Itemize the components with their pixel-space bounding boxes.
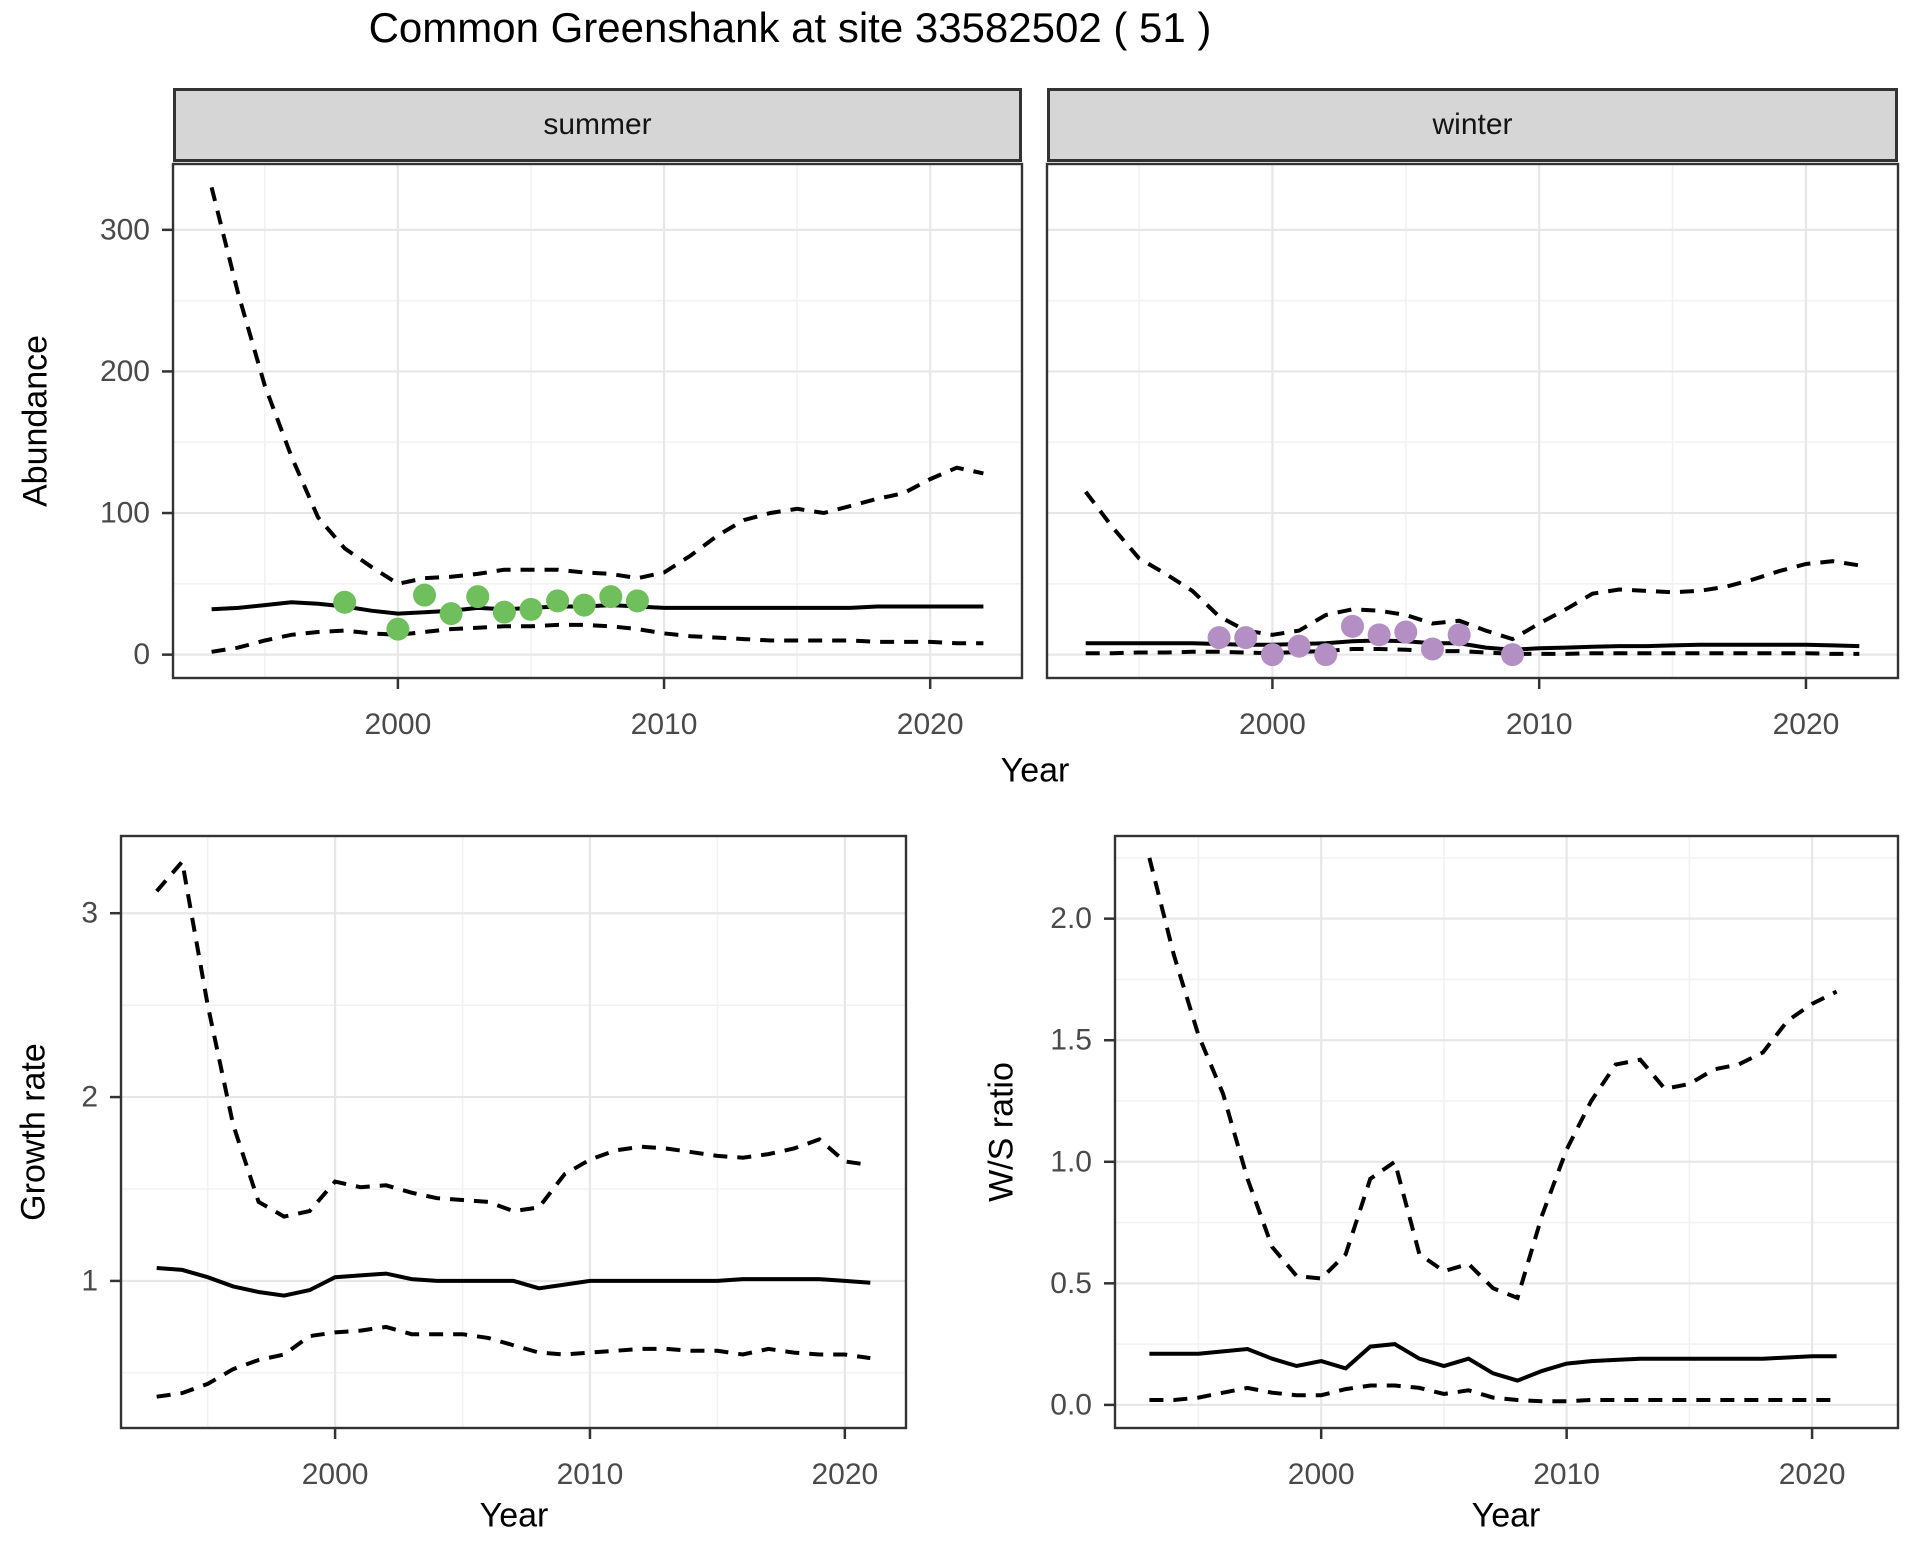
y-tick-label: 1 [81, 1264, 98, 1297]
x-tick-label: 2010 [631, 708, 698, 741]
observed-point [572, 593, 596, 617]
x-tick-label: 2000 [302, 1458, 369, 1491]
observed-point [1501, 643, 1525, 667]
ws-year-axis-title: Year [1471, 1496, 1541, 1535]
y-tick-label: 1.5 [1050, 1024, 1092, 1057]
y-tick-label: 1.0 [1050, 1145, 1092, 1178]
observed-point [1287, 634, 1311, 658]
y-tick-label: 2 [81, 1081, 98, 1114]
ws-ratio-axis-title: W/S ratio [982, 1062, 1021, 1202]
facet-strip-winter-label: winter [1432, 108, 1513, 141]
observed-point [413, 583, 437, 607]
panel-border [1113, 834, 1900, 1430]
y-tick-label: 0.0 [1050, 1388, 1092, 1421]
x-tick-label: 2010 [557, 1458, 624, 1491]
observed-point [1420, 637, 1444, 661]
median-line [1085, 638, 1860, 652]
figure-title: Common Greenshank at site 33582502 ( 51 … [368, 4, 1212, 51]
y-tick-label: 2.0 [1050, 902, 1092, 935]
upper-ci-line [1084, 490, 1860, 642]
lower-ci-line [156, 1324, 871, 1399]
median-line [1149, 1342, 1837, 1383]
observed-point [466, 585, 490, 609]
panel-border [171, 162, 1024, 680]
observed-point [599, 585, 623, 609]
growth_rate-panel: 2000 2010 2020 1 2 3 [81, 834, 908, 1491]
observed-point [1314, 643, 1338, 667]
x-tick-label: 2020 [1779, 1458, 1846, 1491]
x-tick-label: 2000 [365, 708, 432, 741]
panel-border [119, 834, 908, 1430]
observed-point [386, 617, 410, 641]
observed-point [1447, 623, 1471, 647]
facet-strip-summer-label: summer [543, 108, 652, 141]
x-tick-label: 2000 [1288, 1458, 1355, 1491]
top-year-axis-title: Year [1000, 751, 1070, 790]
upper-ci-line [1147, 857, 1838, 1301]
x-tick-label: 2020 [897, 708, 964, 741]
upper-ci-line [155, 857, 871, 1219]
y-tick-label: 0.5 [1050, 1267, 1092, 1300]
panel-border [1045, 162, 1900, 680]
growth-year-axis-title: Year [479, 1496, 549, 1535]
upper-ci-line [209, 186, 984, 586]
observed-point [546, 589, 570, 613]
median-line [156, 1266, 871, 1298]
x-tick-label: 2020 [1773, 708, 1840, 741]
growth-rate-axis-title: Growth rate [14, 1043, 53, 1221]
lower-ci-line [1149, 1383, 1837, 1404]
observed-point [1367, 623, 1391, 647]
lower-ci-line [211, 622, 984, 654]
x-tick-label: 2000 [1239, 708, 1306, 741]
abundance-axis-title: Abundance [16, 334, 55, 508]
lower-ci-line [1085, 647, 1860, 656]
median-line [211, 600, 984, 616]
facet-strip-winter: winter [1047, 88, 1898, 162]
x-tick-label: 2020 [811, 1458, 878, 1491]
observed-point [1207, 626, 1231, 650]
observed-point [1234, 626, 1258, 650]
observed-point [439, 602, 463, 626]
summer-panel: 2000 2010 2020 0 100 200 300 [100, 162, 1024, 741]
y-tick-label: 100 [100, 497, 150, 530]
observed-point [1340, 614, 1364, 638]
y-tick-label: 300 [100, 213, 150, 246]
facet-strip-summer: summer [173, 88, 1022, 162]
observed-point [333, 590, 357, 614]
x-tick-label: 2010 [1533, 1458, 1600, 1491]
observed-point [492, 600, 516, 624]
y-tick-label: 200 [100, 355, 150, 388]
observed-point [519, 597, 543, 621]
y-tick-label: 0 [133, 638, 150, 671]
ws_ratio-panel: 2000 2010 2020 0.0 0.5 1.0 1.5 2.0 [1050, 834, 1900, 1491]
y-tick-label: 3 [81, 897, 98, 930]
observed-point [625, 589, 649, 613]
winter-panel: 2000 2010 2020 [1045, 162, 1900, 741]
observed-point [1394, 620, 1418, 644]
x-tick-label: 2010 [1506, 708, 1573, 741]
observed-point [1260, 643, 1284, 667]
